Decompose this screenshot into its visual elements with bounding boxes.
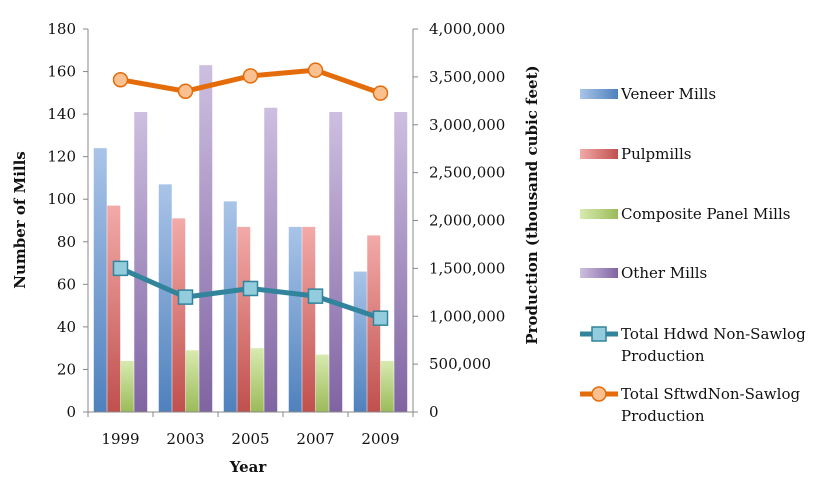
legend-label: Production (621, 347, 705, 365)
x-tick-label: 2007 (296, 430, 334, 448)
bar (223, 201, 237, 412)
y2-tick-label: 500,000 (429, 355, 491, 373)
legend-swatch (580, 209, 618, 219)
y2-tick-label: 3,500,000 (429, 68, 505, 86)
legend-label: Total SftwdNon-Sawlog (621, 385, 800, 403)
legend-label: Pulpmills (621, 145, 691, 163)
bar (394, 111, 408, 412)
y2-axis-title: Production (thousand cubic feet) (523, 65, 541, 344)
y2-tick-label: 1,000,000 (429, 307, 505, 325)
y-tick-label: 0 (66, 403, 76, 421)
line-point (177, 83, 194, 99)
bar (134, 111, 148, 412)
bar (329, 111, 343, 412)
y2-tick-label: 0 (429, 403, 439, 421)
legend-swatch (580, 149, 618, 159)
bar (158, 184, 172, 412)
y-tick-label: 120 (47, 148, 76, 166)
legend-swatch (580, 89, 618, 99)
bar (107, 205, 121, 412)
bar (120, 360, 134, 412)
legend-label: Veneer Mills (620, 85, 716, 103)
line-point (242, 280, 259, 297)
line-point (112, 71, 129, 88)
legend-label: Total Hdwd Non-Sawlog (621, 325, 806, 343)
bar (380, 360, 394, 412)
bar (264, 107, 278, 412)
x-tick-label: 2009 (361, 430, 399, 448)
line-point (372, 85, 389, 101)
y2-tick-label: 1,500,000 (429, 259, 505, 277)
y2-tick-label: 2,000,000 (429, 212, 505, 230)
y-tick-label: 180 (47, 20, 76, 38)
bar (315, 354, 329, 412)
y-tick-label: 100 (47, 190, 76, 208)
bar (199, 65, 213, 412)
y-tick-label: 60 (57, 275, 76, 293)
bar (288, 226, 302, 412)
x-tick-label: 1999 (101, 430, 139, 448)
x-axis-title: Year (229, 458, 268, 476)
line-point (372, 310, 389, 326)
y2-tick-label: 3,000,000 (429, 116, 505, 134)
y2-tick-label: 2,500,000 (429, 164, 505, 182)
line-point (112, 260, 129, 277)
line-point (242, 68, 259, 84)
y-axis-title: Number of Mills (11, 151, 29, 288)
legend-marker (591, 326, 607, 342)
y-tick-label: 140 (47, 105, 76, 123)
y2-tick-label: 4,000,000 (429, 20, 505, 38)
bar (93, 148, 107, 412)
bar (172, 218, 186, 412)
bar (185, 350, 199, 412)
legend-label: Other Mills (621, 264, 707, 282)
legend-label: Production (621, 407, 705, 425)
y-tick-label: 40 (57, 318, 76, 336)
y-tick-label: 80 (57, 233, 76, 251)
legend-marker (591, 386, 607, 402)
bar (353, 271, 367, 412)
bar (237, 226, 251, 412)
line-point (177, 289, 194, 305)
legend-swatch (580, 268, 618, 278)
bar (302, 226, 316, 412)
y-tick-label: 20 (57, 360, 76, 378)
legend-label: Composite Panel Mills (621, 205, 790, 223)
x-tick-label: 2003 (166, 430, 204, 448)
y-tick-label: 160 (47, 63, 76, 81)
x-tick-label: 2005 (231, 430, 269, 448)
line-point (307, 288, 324, 304)
line-point (307, 62, 324, 78)
bar (250, 348, 264, 412)
